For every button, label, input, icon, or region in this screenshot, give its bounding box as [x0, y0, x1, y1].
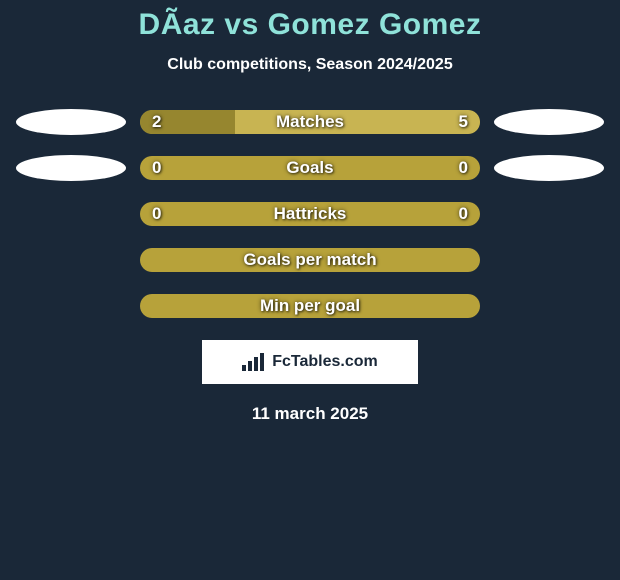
subtitle: Club competitions, Season 2024/2025 — [0, 56, 620, 74]
stat-row: 25Matches — [0, 110, 620, 134]
right-pill — [494, 247, 604, 273]
stat-label: Goals — [140, 156, 480, 180]
date-label: 11 march 2025 — [0, 404, 620, 424]
stat-row: Goals per match — [0, 248, 620, 272]
right-pill — [494, 109, 604, 135]
stat-label: Goals per match — [140, 248, 480, 272]
stat-bar: 00Goals — [140, 156, 480, 180]
left-pill — [16, 247, 126, 273]
stat-label: Hattricks — [140, 202, 480, 226]
stat-row: 00Hattricks — [0, 202, 620, 226]
stat-bar: 00Hattricks — [140, 202, 480, 226]
page-title: DÃ­az vs Gomez Gomez — [0, 0, 620, 42]
stats-container: 25Matches 00Goals 00Hattricks Goals per mat… — [0, 110, 620, 318]
right-pill — [494, 293, 604, 319]
bar-chart-icon — [242, 353, 266, 371]
logo-badge: FcTables.com — [202, 340, 418, 384]
right-pill — [494, 155, 604, 181]
stat-bar: Min per goal — [140, 294, 480, 318]
left-pill — [16, 155, 126, 181]
left-pill — [16, 293, 126, 319]
stat-row: 00Goals — [0, 156, 620, 180]
stat-row: Min per goal — [0, 294, 620, 318]
stat-bar: Goals per match — [140, 248, 480, 272]
left-pill — [16, 109, 126, 135]
right-pill — [494, 201, 604, 227]
stat-bar: 25Matches — [140, 110, 480, 134]
logo-text: FcTables.com — [272, 353, 378, 371]
stat-label: Min per goal — [140, 294, 480, 318]
left-pill — [16, 201, 126, 227]
stat-label: Matches — [140, 110, 480, 134]
